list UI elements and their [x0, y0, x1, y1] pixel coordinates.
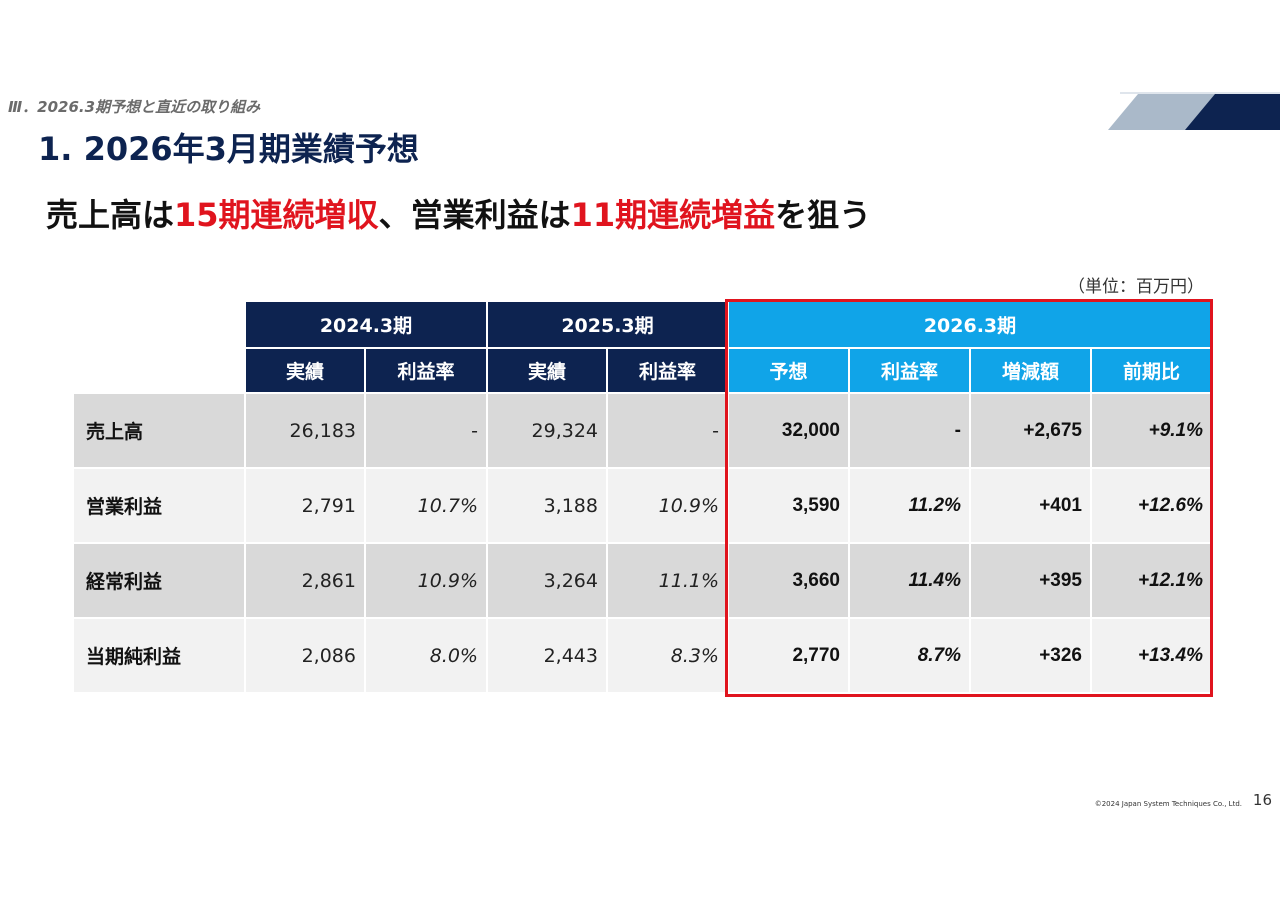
table-cell: 2,086 — [244, 617, 366, 694]
table-cell: - — [606, 392, 729, 469]
table-row: 売上高 26,183 - 29,324 - 32,000 - +2,675 +9… — [72, 392, 1213, 469]
table-cell: +12.1% — [1090, 542, 1213, 619]
table-cell: - — [364, 392, 488, 469]
table-cell: 10.9% — [606, 467, 729, 544]
copyright: ©2024 Japan System Techniques Co., Ltd. — [1094, 800, 1242, 808]
period-header-forecast: 2026.3期 — [727, 300, 1213, 349]
table-row: 営業利益 2,791 10.7% 3,188 10.9% 3,590 11.2%… — [72, 467, 1213, 544]
subheader: 予想 — [727, 347, 850, 394]
table-cell: 32,000 — [727, 392, 850, 469]
row-label: 経常利益 — [72, 542, 246, 619]
table-cell: 26,183 — [244, 392, 366, 469]
subheader: 実績 — [244, 347, 366, 394]
table-cell: 8.3% — [606, 617, 729, 694]
subheader: 利益率 — [848, 347, 971, 394]
table-cell: +12.6% — [1090, 467, 1213, 544]
table-row: 当期純利益 2,086 8.0% 2,443 8.3% 2,770 8.7% +… — [72, 617, 1213, 694]
row-label: 営業利益 — [72, 467, 246, 544]
table-cell: 8.7% — [848, 617, 971, 694]
headline: 売上高は15期連続増収、営業利益は11期連続増益を狙う — [46, 190, 871, 236]
table-cell: 2,791 — [244, 467, 366, 544]
table-cell: 3,188 — [486, 467, 608, 544]
row-label: 当期純利益 — [72, 617, 246, 694]
table-row: 経常利益 2,861 10.9% 3,264 11.1% 3,660 11.4%… — [72, 542, 1213, 619]
table-cell: 11.1% — [606, 542, 729, 619]
table-cell: +2,675 — [969, 392, 1092, 469]
table-cell: +13.4% — [1090, 617, 1213, 694]
table-cell: 2,443 — [486, 617, 608, 694]
table-cell: 10.7% — [364, 467, 488, 544]
page-number: 16 — [1252, 791, 1272, 809]
row-label: 売上高 — [72, 392, 246, 469]
headline-part-2: 、営業利益は — [378, 196, 571, 234]
table-cell: - — [848, 392, 971, 469]
table-cell: 3,590 — [727, 467, 850, 544]
table-cell: 3,660 — [727, 542, 850, 619]
decorative-banner — [1108, 92, 1280, 130]
forecast-table: 2024.3期 2025.3期 2026.3期 実績 利益率 実績 利益率 予想… — [72, 300, 1213, 694]
table-cell: 10.9% — [364, 542, 488, 619]
corner-cell — [72, 300, 246, 394]
subheader: 前期比 — [1090, 347, 1213, 394]
headline-part-1: 売上高は — [46, 196, 175, 234]
subheader: 実績 — [486, 347, 608, 394]
headline-highlight-1: 15期連続増収 — [174, 196, 379, 234]
slide-title: 1. 2026年3月期業績予想 — [38, 130, 419, 168]
table-cell: +9.1% — [1090, 392, 1213, 469]
section-label: Ⅲ．2026.3期予想と直近の取り組み — [8, 98, 261, 116]
period-header: 2025.3期 — [486, 300, 729, 349]
table-cell: +395 — [969, 542, 1092, 619]
table-cell: 3,264 — [486, 542, 608, 619]
subheader: 利益率 — [364, 347, 488, 394]
subheader: 増減額 — [969, 347, 1092, 394]
headline-part-3: を狙う — [775, 196, 872, 234]
table-cell: 2,770 — [727, 617, 850, 694]
table-cell: +326 — [969, 617, 1092, 694]
headline-highlight-2: 11期連続増益 — [570, 196, 776, 234]
table-cell: 11.2% — [848, 467, 971, 544]
table-cell: +401 — [969, 467, 1092, 544]
table-cell: 2,861 — [244, 542, 366, 619]
table-cell: 11.4% — [848, 542, 971, 619]
period-header: 2024.3期 — [244, 300, 488, 349]
subheader: 利益率 — [606, 347, 729, 394]
table-cell: 29,324 — [486, 392, 608, 469]
table-cell: 8.0% — [364, 617, 488, 694]
unit-label: （単位：百万円） — [1068, 277, 1204, 297]
